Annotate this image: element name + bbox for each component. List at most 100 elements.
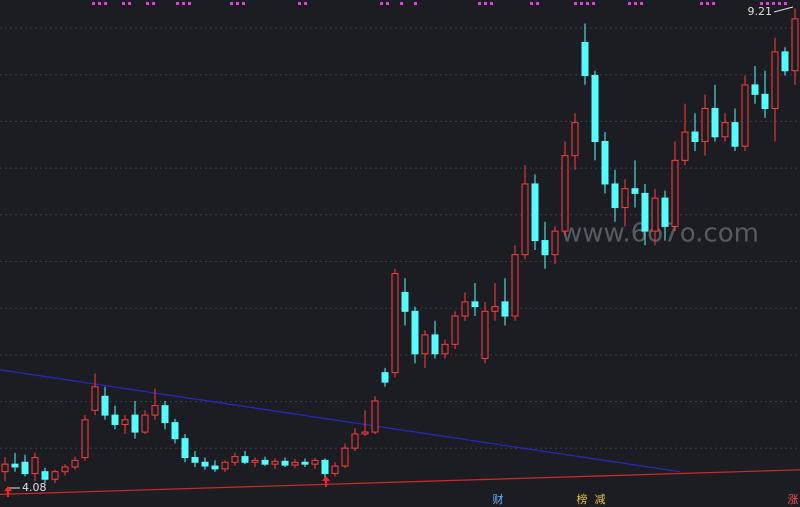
- candle-body: [361, 431, 369, 435]
- bottom-tag: 榜: [577, 492, 588, 506]
- candle-body: [251, 459, 259, 463]
- candle-body: [491, 306, 499, 312]
- candle-body: [21, 461, 29, 475]
- watermark: www.6o7o.com: [561, 219, 759, 249]
- candle-body: [741, 84, 749, 147]
- candle-body: [211, 465, 219, 470]
- top-dot: [628, 2, 631, 5]
- top-dot: [574, 2, 577, 5]
- candle-body: [471, 301, 479, 308]
- candle-body: [31, 457, 39, 475]
- candle-body: [71, 459, 79, 468]
- candle-body: [541, 240, 549, 256]
- candle-body: [411, 310, 419, 355]
- top-dot: [146, 2, 149, 5]
- candle-body: [661, 197, 669, 227]
- candle-body: [731, 122, 739, 147]
- candle-body: [121, 419, 129, 426]
- top-dot: [784, 2, 787, 5]
- candle-body: [701, 107, 709, 143]
- top-dot: [778, 2, 781, 5]
- top-dot: [104, 2, 107, 5]
- candle-body: [171, 422, 179, 440]
- candle-body: [291, 461, 299, 466]
- candle-body: [351, 433, 359, 449]
- bottom-tag: 财: [493, 492, 504, 506]
- top-dot: [152, 2, 155, 5]
- top-dot: [92, 2, 95, 5]
- top-dot: [230, 2, 233, 5]
- top-dot: [128, 2, 131, 5]
- top-dot: [182, 2, 185, 5]
- top-dot: [530, 2, 533, 5]
- top-dot: [760, 2, 763, 5]
- candle-body: [41, 471, 49, 480]
- top-dot: [586, 2, 589, 5]
- candle-body: [281, 460, 289, 466]
- top-dot: [236, 2, 239, 5]
- candle-body: [511, 254, 519, 317]
- candle-body: [431, 334, 439, 355]
- candle-body: [721, 122, 729, 138]
- top-dot: [386, 2, 389, 5]
- candle-body: [771, 51, 779, 109]
- candle-body: [761, 93, 769, 109]
- top-dot: [414, 2, 417, 5]
- candle-body: [621, 188, 629, 209]
- top-dot: [176, 2, 179, 5]
- candle-body: [781, 51, 789, 72]
- candle-body: [201, 461, 209, 467]
- top-dot: [400, 2, 403, 5]
- trend-line: [0, 469, 800, 495]
- candle-body: [481, 310, 489, 359]
- candle-body: [421, 334, 429, 355]
- high-arrow: [773, 6, 794, 13]
- top-dot: [298, 2, 301, 5]
- top-dot: [380, 2, 383, 5]
- bottom-tag: 涨: [788, 493, 799, 506]
- candle-body: [571, 122, 579, 157]
- candle-body: [81, 419, 89, 459]
- top-dot: [766, 2, 769, 5]
- candle-body: [401, 291, 409, 312]
- candle-body: [711, 107, 719, 138]
- bottom-tag: 减: [595, 493, 606, 506]
- top-dot: [592, 2, 595, 5]
- top-dot: [772, 2, 775, 5]
- candle-body: [61, 466, 69, 473]
- candle-body: [531, 183, 539, 242]
- candle-body: [191, 457, 199, 463]
- top-dot: [122, 2, 125, 5]
- candle-body: [371, 400, 379, 433]
- top-dot: [536, 2, 539, 5]
- top-dot: [712, 2, 715, 5]
- candle-body: [301, 461, 309, 465]
- candle-body: [441, 343, 449, 355]
- top-dot: [634, 2, 637, 5]
- low-label: 4.08: [22, 481, 47, 494]
- candle-body: [141, 414, 149, 433]
- candle-body: [641, 192, 649, 232]
- candle-body: [131, 414, 139, 433]
- signal-arrow: [4, 486, 12, 497]
- candle-body: [161, 405, 169, 424]
- top-dot: [98, 2, 101, 5]
- candle-body: [591, 74, 599, 143]
- candle-body: [91, 386, 99, 411]
- top-dot: [490, 2, 493, 5]
- high-label: 9.21: [748, 5, 773, 18]
- candle-body: [501, 301, 509, 317]
- top-dot: [580, 2, 583, 5]
- candle-body: [561, 155, 569, 232]
- candle-body: [311, 459, 319, 465]
- signal-arrow: [322, 476, 330, 487]
- candle-body: [231, 456, 239, 463]
- candle-body: [331, 465, 339, 475]
- candle-body: [671, 159, 679, 227]
- candle-body: [681, 131, 689, 161]
- candle-body: [601, 141, 609, 185]
- top-dot: [188, 2, 191, 5]
- candle-body: [51, 471, 59, 480]
- candle-body: [381, 372, 389, 383]
